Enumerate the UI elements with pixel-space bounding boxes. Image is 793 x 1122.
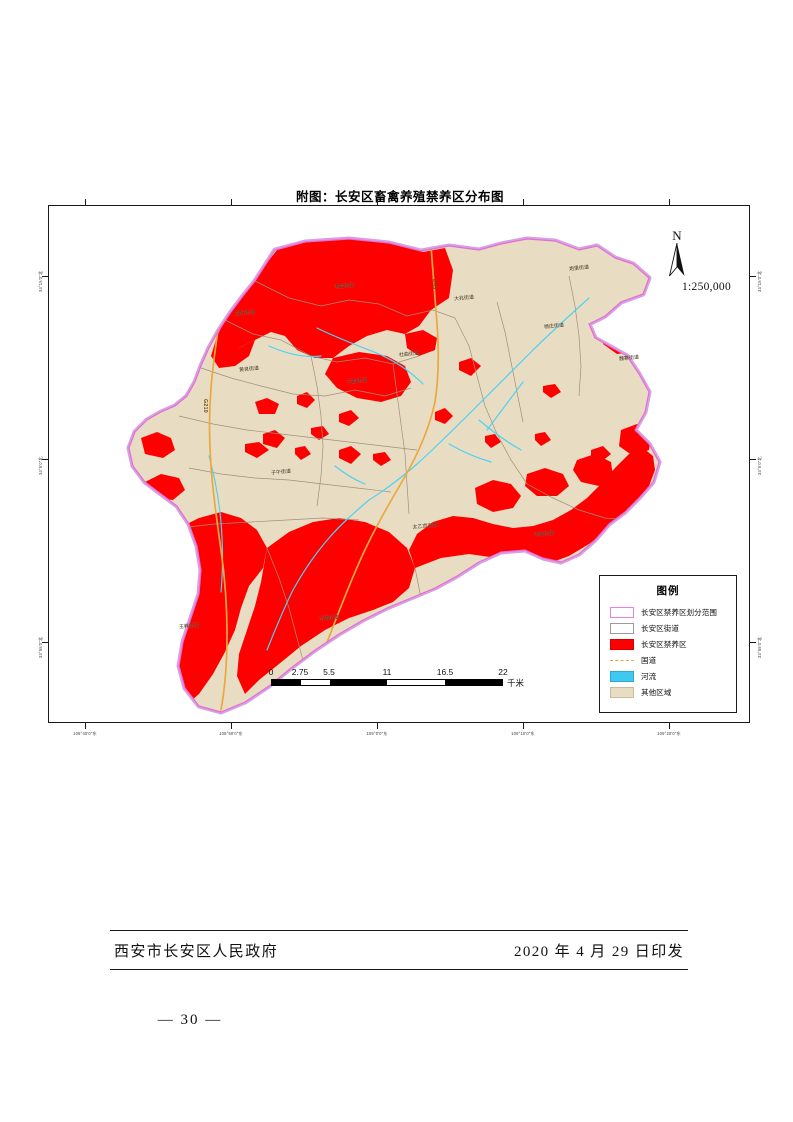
legend-swatch-other-area-icon [610, 687, 634, 698]
graticule-tick-top [231, 199, 233, 206]
graticule-tick-top [669, 199, 671, 206]
scale-ratio: 1:250,000 [681, 281, 731, 293]
graticule-tick-right [749, 459, 756, 461]
scale-bar-unit: 千米 [506, 678, 524, 688]
latitude-label: 34°5'0"北 [38, 456, 43, 475]
scale-tick-label: 2.75 [291, 667, 309, 677]
graticule-tick-bottom [669, 722, 671, 729]
legend-item-other-area: 其他区域 [610, 687, 736, 698]
scale-tick-label: 5.5 [323, 667, 335, 677]
road-label-g210: G210 [202, 399, 208, 413]
document-footer: 西安市长安区人民政府 2020 年 4 月 29 日印发 [110, 930, 688, 970]
scale-tick-label: 16.5 [436, 667, 454, 677]
legend-swatch-road-icon [610, 660, 634, 661]
legend-item-ban-zone: 长安区禁养区 [610, 639, 736, 650]
north-arrow-icon [669, 243, 685, 277]
map-svg [126, 236, 662, 715]
graticule-tick-bottom [231, 722, 233, 729]
legend-label: 河流 [641, 672, 657, 681]
ban-zone-outline [128, 238, 660, 713]
longitude-label: 108°40'0"东 [73, 731, 97, 736]
scale-tick-label: 11 [382, 667, 392, 677]
legend-label: 国道 [641, 656, 657, 665]
longitude-label: 108°50'0"东 [219, 731, 243, 736]
map-title: 附图：长安区畜禽养殖禁养区分布图 [295, 190, 504, 204]
footer-issue-date: 2020 年 4 月 29 日印发 [513, 944, 684, 960]
scale-tick-label: 22 [498, 667, 508, 677]
graticule-tick-bottom [523, 722, 525, 729]
latitude-label: 34°15'0"北 [38, 270, 43, 292]
legend-item-river: 河流 [610, 671, 736, 682]
latitude-label: 33°55'0"北 [38, 636, 43, 658]
footer-row: 西安市长安区人民政府 2020 年 4 月 29 日印发 [110, 931, 688, 969]
map-canvas: G65 G210 郭杜街道 韦曲街道 杜曲街道 王曲街道 黄良街道 子午街道 太… [49, 206, 749, 722]
graticule-tick-top [85, 199, 87, 206]
legend-item-national-road: 国道 [610, 655, 736, 666]
graticule-tick-right [749, 642, 756, 644]
legend-swatch-ban-range-icon [610, 607, 634, 618]
legend-label: 长安区街道 [641, 624, 679, 633]
graticule-tick-bottom [377, 722, 379, 729]
legend-swatch-river-icon [610, 671, 634, 682]
map-legend: 图例 长安区禁养区划分范围 长安区街道 长安区禁养区 国道 [599, 575, 737, 713]
longitude-label: 109°20'0"东 [657, 731, 681, 736]
latitude-label: 34°5'0"北 [757, 456, 762, 475]
graticule-tick-top [377, 199, 379, 206]
legend-title: 图例 [656, 586, 680, 597]
north-arrow: N [657, 228, 697, 277]
page-number: — 30 — [157, 1012, 223, 1028]
legend-swatch-street-icon [610, 623, 634, 634]
legend-label: 长安区禁养区划分范围 [641, 608, 717, 617]
graticule-tick-left [42, 276, 49, 278]
latitude-label: 34°15'0"北 [757, 270, 762, 292]
footer-issuer: 西安市长安区人民政府 [114, 944, 279, 960]
national-road-lines [208, 245, 440, 711]
graticule-tick-left [42, 459, 49, 461]
scale-bar-numbers: 0 2.75 5.5 11 16.5 22 [268, 667, 508, 679]
graticule-tick-right [749, 276, 756, 278]
scale-bar: 0 2.75 5.5 11 16.5 22 千米 [268, 667, 524, 688]
map-frame: 108°40'0"东 108°50'0"东 109°0'0"东 109°10'0… [38, 199, 762, 736]
north-arrow-label: N [672, 228, 682, 243]
graticule-tick-top [523, 199, 525, 206]
legend-item-ban-range: 长安区禁养区划分范围 [610, 607, 736, 618]
legend-swatch-ban-zone-icon [610, 639, 634, 650]
graticule-tick-left [42, 642, 49, 644]
scale-bar-segment [300, 680, 330, 685]
footer-rule-bottom [110, 969, 688, 970]
longitude-label: 109°0'0"东 [366, 731, 388, 736]
legend-item-street: 长安区街道 [610, 623, 736, 634]
legend-label: 其他区域 [641, 688, 672, 697]
latitude-label: 33°55'0"北 [757, 636, 762, 658]
footer-rule-top [110, 930, 688, 931]
scale-tick-label: 0 [268, 667, 274, 677]
map-figure: 附图：长安区畜禽养殖禁养区分布图 108°40'0"东 108°50'0"东 1… [38, 188, 762, 736]
legend-label: 长安区禁养区 [641, 640, 687, 649]
scale-bar-track: 千米 [271, 678, 524, 688]
longitude-label: 109°10'0"东 [511, 731, 535, 736]
scale-bar-segment [387, 680, 445, 685]
graticule-tick-bottom [85, 722, 87, 729]
road-label-g65: G65 [431, 278, 437, 290]
